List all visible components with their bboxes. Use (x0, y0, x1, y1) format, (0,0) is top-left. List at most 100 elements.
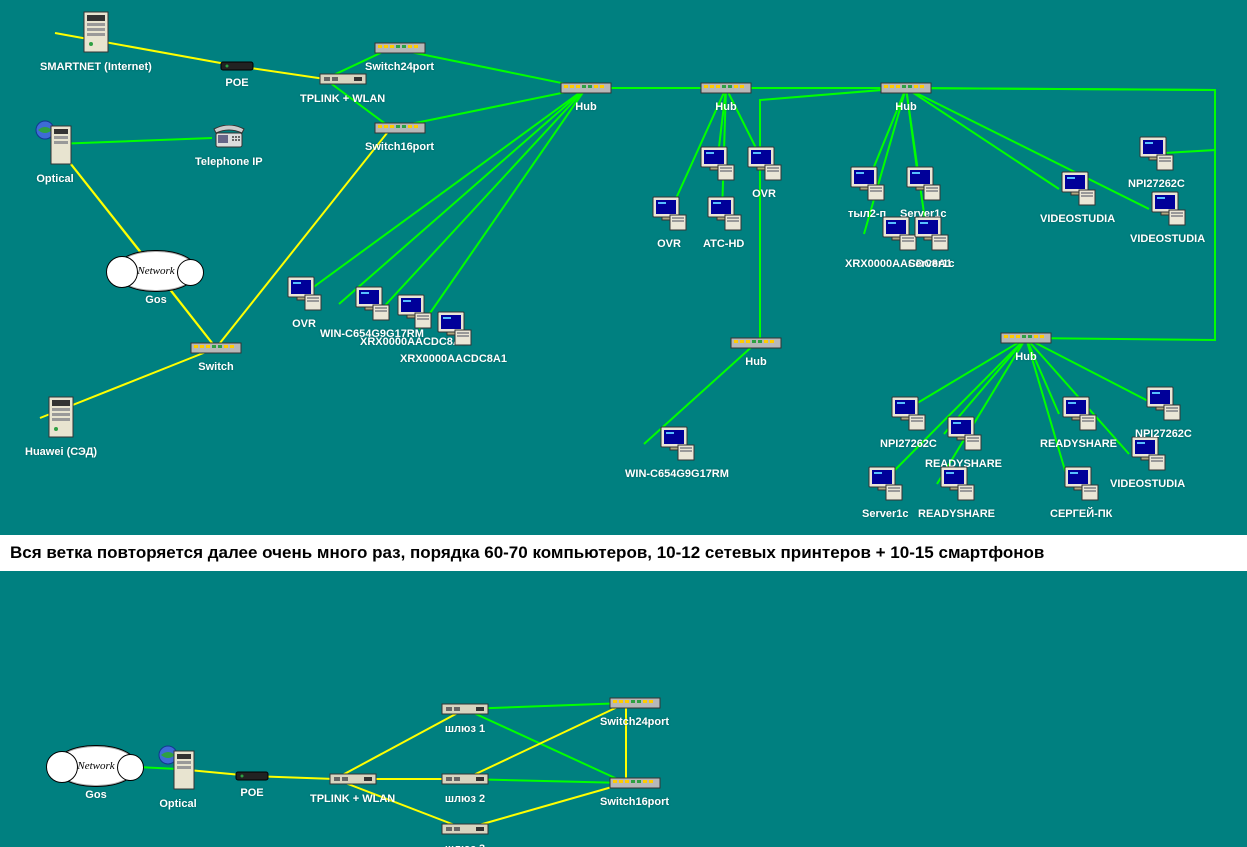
node-optical1: Optical (35, 120, 75, 185)
node-label: Switch16port (600, 796, 669, 808)
server_globe-icon (158, 745, 198, 793)
node-label: SMARTNET (Internet) (40, 61, 152, 73)
node-label: POE (220, 77, 254, 89)
pc-icon (866, 465, 904, 503)
pc-icon (1137, 135, 1175, 173)
node-label: WIN-C654G9G17RM (625, 468, 729, 480)
pc-icon (1059, 170, 1097, 208)
cloud-label: Network (137, 265, 174, 277)
cloud-icon: Network (115, 250, 197, 292)
node-label: Gos (115, 294, 197, 306)
node-hub1: Hub (560, 80, 612, 113)
node-label: OVR (650, 238, 688, 250)
server-icon (46, 395, 76, 441)
node-gw2: шлюз 2 (440, 770, 490, 805)
node-label: VIDEOSTUDIA (1130, 233, 1205, 245)
node-label: Hub (1000, 351, 1052, 363)
node-cloud1: Network Gos (115, 250, 197, 306)
node-rs2: READYSHARE (918, 465, 995, 520)
pc-icon (1149, 190, 1187, 228)
node-sergey: СЕРГЕЙ-ПК (1050, 465, 1112, 520)
node-hub3: Hub (880, 80, 932, 113)
node-hub5: Hub (1000, 330, 1052, 363)
node-cloud2: Network Gos (55, 745, 137, 801)
pc-icon (435, 310, 473, 348)
node-hub4: Hub (730, 335, 782, 368)
server-icon (81, 10, 111, 56)
router-icon (318, 70, 368, 88)
router-icon (328, 770, 378, 788)
pc-icon (698, 145, 736, 183)
node-label: TPLINK + WLAN (300, 93, 385, 105)
node-ovr_c (698, 145, 736, 186)
node-rs3: READYSHARE (1040, 395, 1117, 450)
node-label: Hub (730, 356, 782, 368)
pc-icon (945, 415, 983, 453)
node-label: Gos (55, 789, 137, 801)
switch-icon (609, 775, 661, 791)
edge-hub1-ovr_a (304, 88, 586, 294)
pc-icon (650, 195, 688, 233)
node-label: VIDEOSTUDIA (1040, 213, 1115, 225)
node-label: XRX0000AACDC8A1 (400, 353, 507, 365)
edge-optical1-switch0 (55, 144, 216, 348)
pc-icon (889, 395, 927, 433)
node-atchd: ATC-HD (703, 195, 744, 250)
server_globe-icon (35, 120, 75, 168)
node-label: Switch24port (365, 61, 434, 73)
node-videoB: VIDEOSTUDIA (1130, 190, 1205, 245)
node-poe1: POE (220, 60, 254, 89)
node-label: READYSHARE (918, 508, 995, 520)
pc-icon (1144, 385, 1182, 423)
node-label: СЕРГЕЙ-ПК (1050, 508, 1112, 520)
node-optical2: Optical (158, 745, 198, 810)
router-icon (440, 820, 490, 838)
node-xrx2: XRX0000AACDC8A1 (400, 310, 507, 365)
switch-icon (190, 340, 242, 356)
node-srv1c_c: Server1c (862, 465, 909, 520)
poe-icon (235, 770, 269, 782)
network-diagram: SMARTNET (Internet) POE TPLINK + WLAN Sw… (0, 0, 1247, 847)
node-tplink1: TPLINK + WLAN (300, 70, 385, 105)
node-npiC: NPI27262C (1135, 385, 1192, 440)
caption-bar: Вся ветка повторяется далее очень много … (0, 535, 1247, 571)
node-videoC: VIDEOSTUDIA (1110, 435, 1185, 490)
node-ovr_a: OVR (285, 275, 323, 330)
node-poe2: POE (235, 770, 269, 799)
node-label: Optical (158, 798, 198, 810)
pc-icon (705, 195, 743, 233)
node-label: OVR (285, 318, 323, 330)
node-videoA: VIDEOSTUDIA (1040, 170, 1115, 225)
node-sw16_1: Switch16port (365, 120, 434, 153)
node-ovr_b: OVR (650, 195, 688, 250)
switch-icon (560, 80, 612, 96)
node-label: NPI27262C (1128, 178, 1185, 190)
node-hub2: Hub (700, 80, 752, 113)
phone-icon (212, 125, 246, 151)
switch-icon (374, 40, 426, 56)
pc-icon (1129, 435, 1167, 473)
node-sw24_1: Switch24port (365, 40, 434, 73)
node-tplink2: TPLINK + WLAN (310, 770, 395, 805)
node-gw1: шлюз 1 (440, 700, 490, 735)
node-tyl2: тыл2-п (848, 165, 886, 220)
node-label: Hub (880, 101, 932, 113)
node-label: Huawei (СЭД) (25, 446, 97, 458)
switch-icon (880, 80, 932, 96)
node-label: Switch16port (365, 141, 434, 153)
switch-icon (700, 80, 752, 96)
node-phone: Telephone IP (195, 125, 263, 168)
pc-icon (285, 275, 323, 313)
switch-icon (730, 335, 782, 351)
pc-icon (848, 165, 886, 203)
node-label: шлюз 2 (440, 793, 490, 805)
node-label: шлюз 3 (440, 843, 490, 847)
node-label: Hub (700, 101, 752, 113)
node-rs1: READYSHARE (925, 415, 1002, 470)
pc-icon (658, 425, 696, 463)
node-smartnet: SMARTNET (Internet) (40, 10, 152, 73)
pc-icon (745, 145, 783, 183)
node-label: Server1c (908, 258, 955, 270)
cloud-label: Network (77, 760, 114, 772)
node-label: POE (235, 787, 269, 799)
